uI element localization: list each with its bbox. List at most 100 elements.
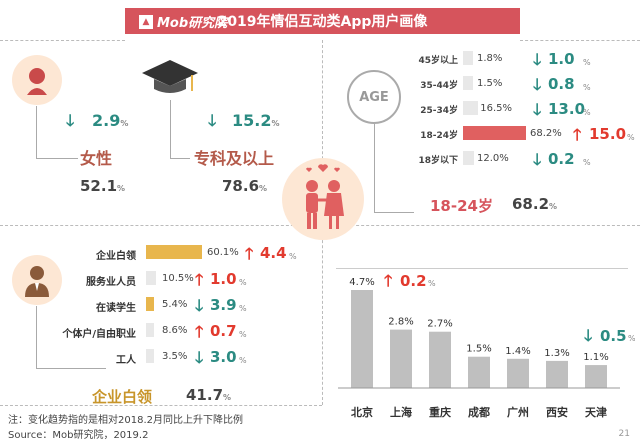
age-change-unit: % [583,58,591,67]
age-change: 15.0 [589,125,627,143]
occupation-change: 0.7 [210,322,237,340]
city-bar [351,290,373,388]
occupation-bar [146,297,154,311]
education-label: 专科及以上 [194,149,275,168]
occupation-value: 10.5% [162,273,194,284]
city-label: 西安 [546,405,568,419]
city-label: 天津 [585,405,607,419]
occupation-change-unit: % [239,304,247,313]
age-label: 35-44岁 [420,81,458,91]
page-title: 2019年情侣互动类App用户画像 [217,14,428,30]
worker-icon-circle [12,255,62,305]
age-badge: AGE [347,70,401,124]
age-value: 12.0% [477,153,509,164]
age-label: 25-34岁 [420,106,458,116]
age-value: 68.2% [530,128,562,139]
connector-line [36,368,106,369]
education-change-value: 15.2 [232,111,272,130]
female-icon-circle [12,55,62,105]
arrow-down-icon: 🡓 [584,326,592,345]
occupation-value: 8.6% [162,325,188,336]
gender-value-number: 52.1 [80,177,118,195]
female-icon [27,68,47,95]
occupation-label: 个体户/自由职业 [62,329,136,340]
education-arrow-icon: 🡓 [208,111,217,130]
city-label: 北京 [351,405,373,419]
age-summary-unit: % [549,202,558,211]
footer-source: Source：Mob研究院，2019.2 [8,430,149,441]
education-change-unit: % [271,119,280,128]
age-change: 0.2 [548,150,575,168]
city-label: 广州 [507,405,529,419]
education-value: 78.6% [222,177,267,195]
age-value: 1.8% [477,53,503,64]
arrow-up-icon: 🡑 [384,271,392,290]
connector-line [36,106,37,158]
occupation-label: 企业白领 [96,251,136,262]
occupation-value: 60.1% [207,247,239,258]
connector-line [374,124,375,212]
occupation-change: 4.4 [260,244,287,262]
occupation-summary-label: 企业白领 [92,388,153,406]
city-value: 1.5% [466,344,491,355]
age-change-unit: % [583,108,591,117]
connector-line [374,212,414,213]
gender-change-unit: % [120,119,129,128]
city-chart: 4.7% 北京 2.8% 上海 2.7% 重庆 1.5% 成都 1.4% 广州 1.3% 西安 1.1%… [338,271,635,419]
city-label: 上海 [390,405,412,419]
occupation-summary-value: 41.7 [186,386,224,404]
age-change-unit: % [583,158,591,167]
arrow-up-icon: 🡑 [245,244,254,263]
city-bar [429,331,451,388]
city-change-unit: % [628,334,635,343]
arrow-down-icon: 🡓 [533,100,542,119]
gender-value: 52.1% [80,177,125,195]
age-bar [463,101,479,115]
age-change-unit: % [583,83,591,92]
age-label: 18岁以下 [418,156,458,166]
divider [0,40,125,41]
connector-line [36,158,78,159]
arrow-down-icon: 🡓 [533,50,542,69]
city-change: 0.5 [600,327,627,345]
logo-icon: ▲ [139,14,153,29]
gender-change-value: 2.9 [92,111,121,130]
arrow-down-icon: 🡓 [533,75,542,94]
arrow-down-icon: 🡓 [533,150,542,169]
age-change-unit: % [627,133,635,142]
arrow-up-icon: 🡑 [573,125,582,144]
connector-line [170,100,171,158]
connector-line [36,306,37,368]
age-bar [463,51,473,65]
occupation-label: 工人 [116,355,136,366]
city-label: 重庆 [429,405,451,419]
arrow-up-icon: 🡑 [195,322,204,341]
age-summary: 68.2% [512,195,557,213]
divider [520,40,640,41]
occupation-bar [146,271,156,285]
city-bar [546,360,568,388]
occupation-label: 服务业人员 [86,277,136,288]
city-change: 0.2 [400,272,427,290]
divider [336,268,628,269]
occupation-summary: 41.7% [186,386,231,404]
occupation-value: 5.4% [162,299,188,310]
gender-label: 女性 [80,149,113,168]
age-change: 1.0 [548,50,575,68]
occupation-label: 在读学生 [96,303,136,314]
city-value: 1.4% [505,346,530,357]
age-bar [463,126,526,140]
age-summary-label: 18-24岁 [430,197,493,215]
age-value: 1.5% [477,78,503,89]
city-value: 2.8% [388,317,413,328]
occupation-change-unit: % [239,278,247,287]
arrow-up-icon: 🡑 [195,270,204,289]
occupation-bar [146,349,154,363]
logo-text: Mob研究院 [157,16,228,31]
occupation-bar [146,245,202,259]
occupation-summary-unit: % [223,393,232,402]
age-label: 18-24岁 [420,131,458,141]
divider [322,225,323,405]
city-label: 成都 [468,405,490,419]
connector-line [170,158,190,159]
